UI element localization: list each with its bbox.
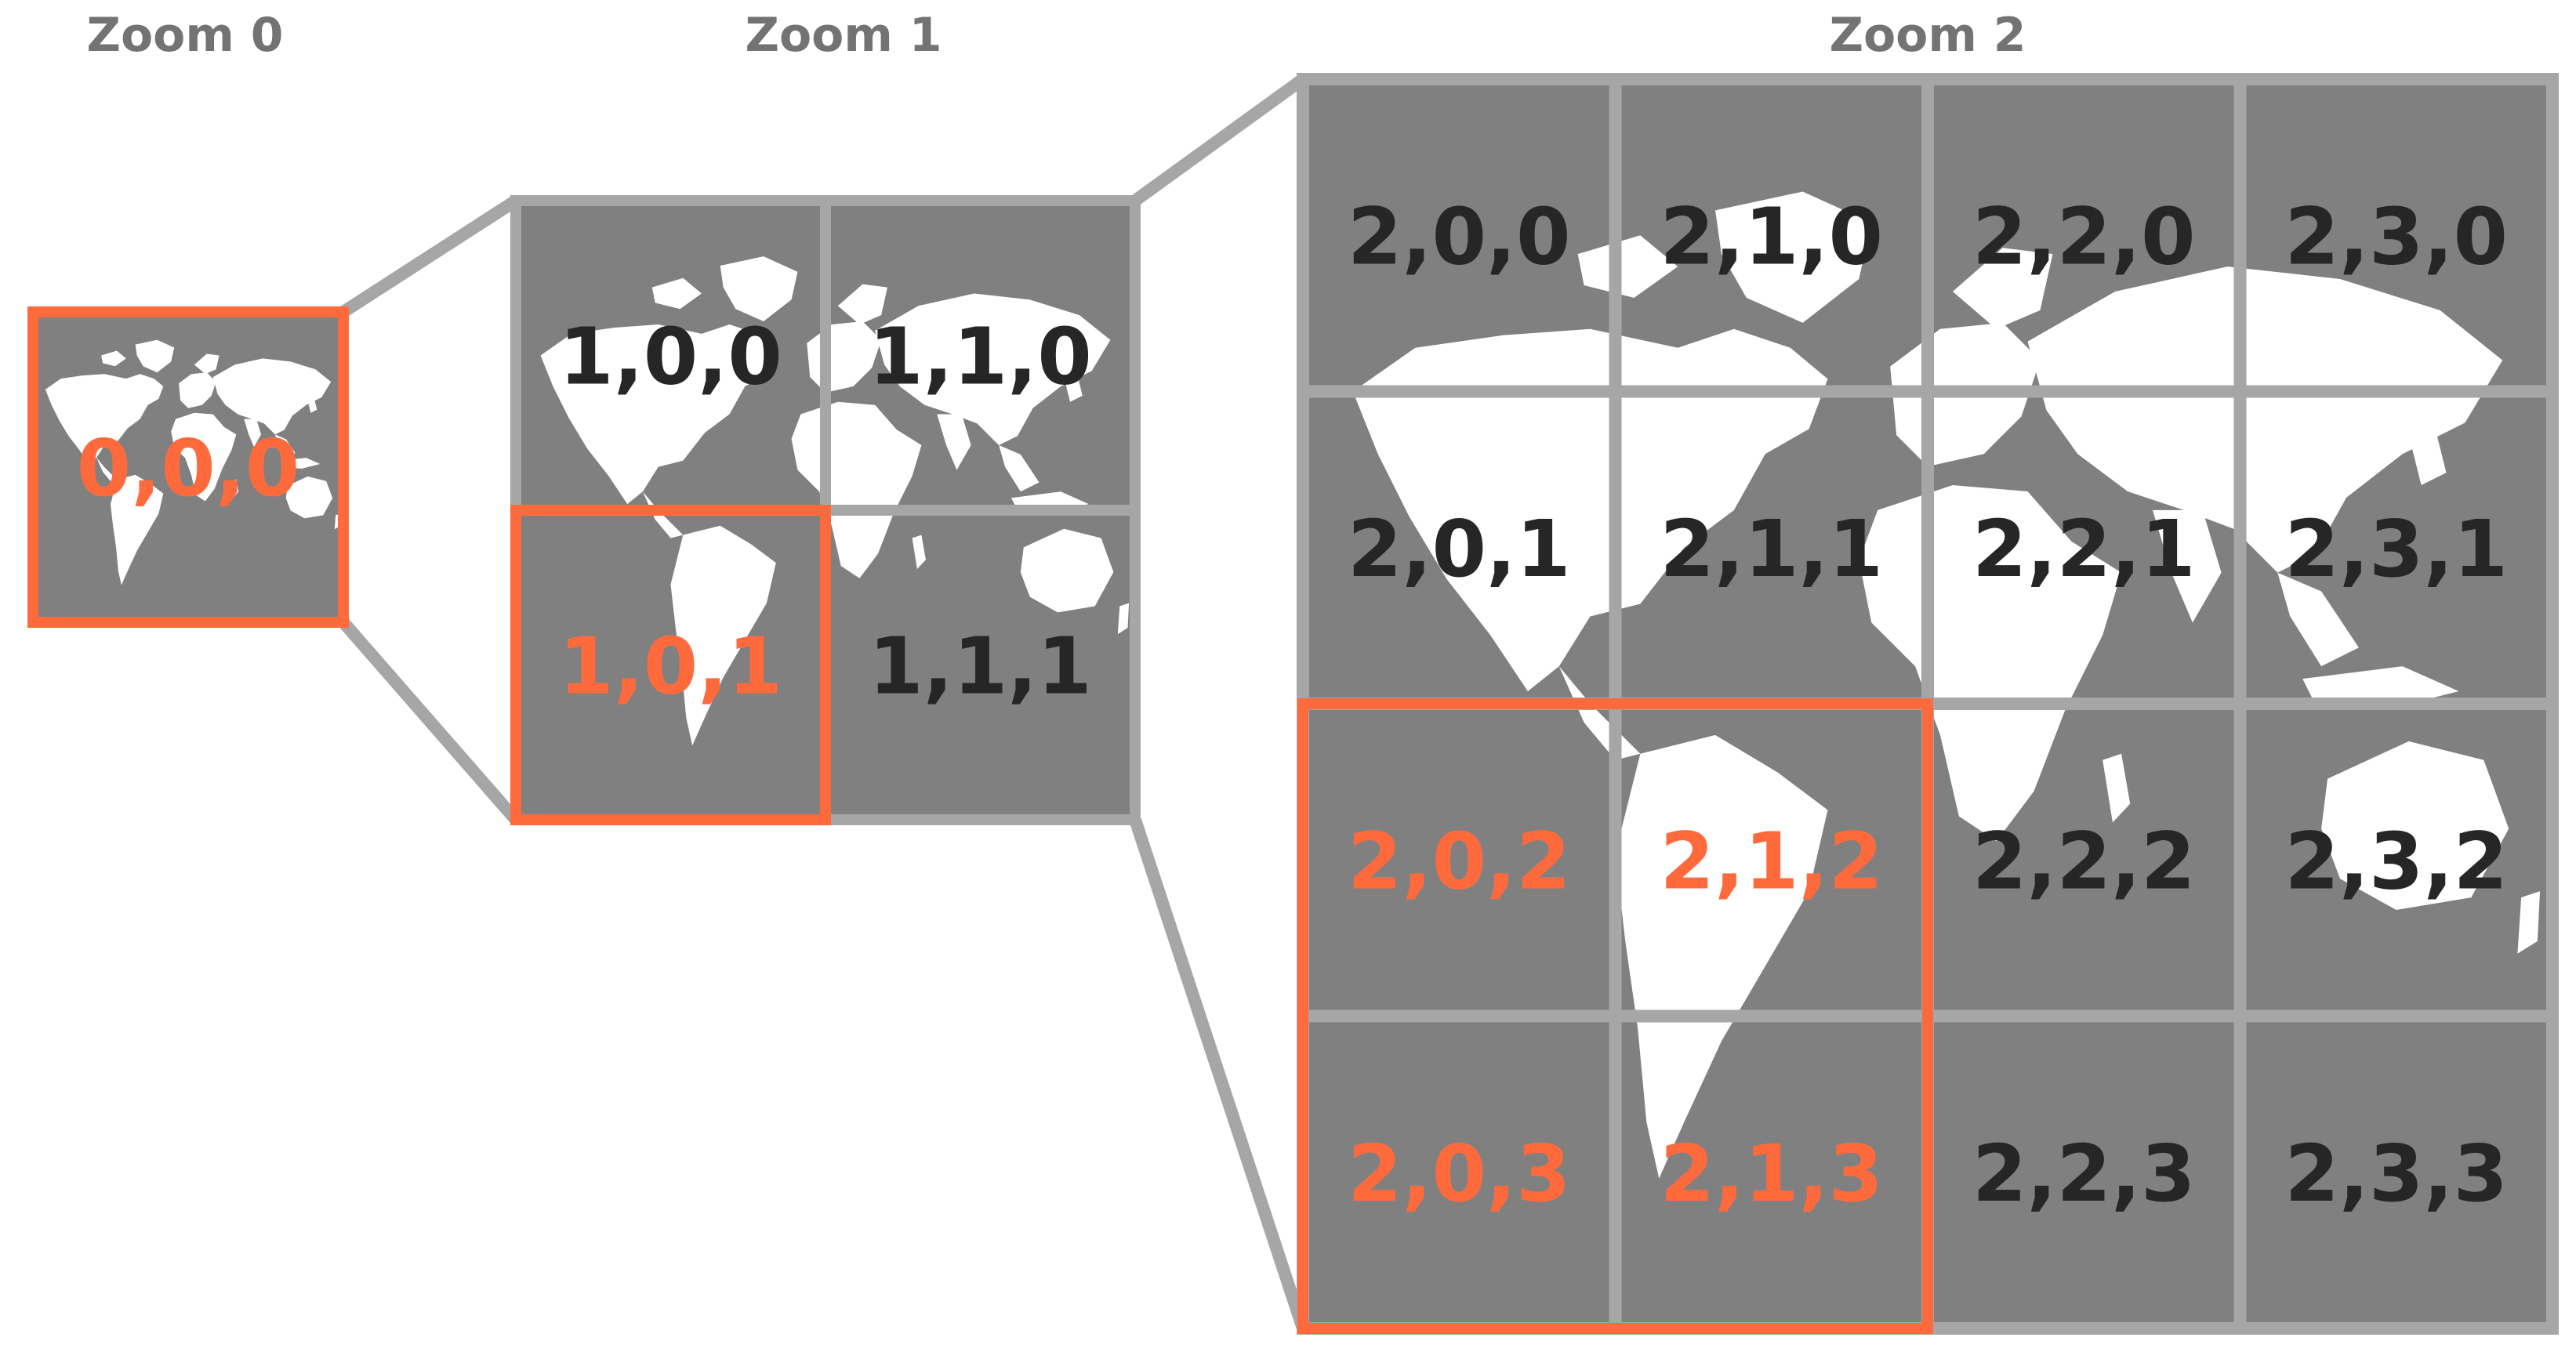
tile-label-2-1-2: 2,1,2 [1660, 815, 1883, 907]
tile-label-2-2-1: 2,2,1 [1972, 503, 2196, 595]
zoom0-grid: 0,0,0 [28, 307, 348, 627]
tile-label-2-3-1: 2,3,1 [2284, 503, 2508, 595]
tile-label-2-2-0: 2,2,0 [1972, 190, 2196, 282]
zoom-connectors [338, 74, 1309, 1331]
tile-label-1-1-1: 1,1,1 [869, 621, 1092, 712]
connector-line [1131, 74, 1307, 206]
tile-label-2-0-2: 2,0,2 [1348, 815, 1571, 907]
tile-label-2-1-1: 2,1,1 [1660, 503, 1883, 595]
tile-label-2-2-2: 2,2,2 [1972, 815, 2196, 907]
tile-label-1-1-0: 1,1,0 [869, 311, 1092, 403]
tile-label-2-0-3: 2,0,3 [1348, 1128, 1571, 1219]
highlight-frame-zoom2 [1297, 698, 1933, 1334]
tile-label-0-0-0: 0,0,0 [77, 422, 300, 514]
tile-label-2-3-2: 2,3,2 [2284, 815, 2508, 907]
tile-label-2-1-0: 2,1,0 [1660, 190, 1883, 282]
highlight-frame-zoom1 [510, 505, 831, 825]
zoom0-title: Zoom 0 [86, 8, 284, 63]
connector-line [339, 195, 520, 317]
connector-line [1129, 817, 1309, 1331]
tile-label-2-0-0: 2,0,0 [1348, 190, 1571, 282]
highlight-frames [27, 306, 1933, 1334]
tile-label-2-0-1: 2,0,1 [1348, 503, 1571, 595]
highlight-frame-zoom0 [27, 306, 349, 628]
zoom1-title: Zoom 1 [745, 8, 942, 63]
zoom2-title: Zoom 2 [1829, 8, 2026, 63]
connector-line [338, 618, 521, 824]
tile-label-1-0-1: 1,0,1 [559, 621, 782, 712]
tile-label-2-3-3: 2,3,3 [2284, 1128, 2508, 1219]
tile-label-2-1-3: 2,1,3 [1660, 1128, 1883, 1219]
tile-label-2-3-0: 2,3,0 [2284, 190, 2508, 282]
tile-label-1-0-0: 1,0,0 [559, 311, 782, 403]
tile-label-2-2-3: 2,2,3 [1972, 1128, 2196, 1219]
